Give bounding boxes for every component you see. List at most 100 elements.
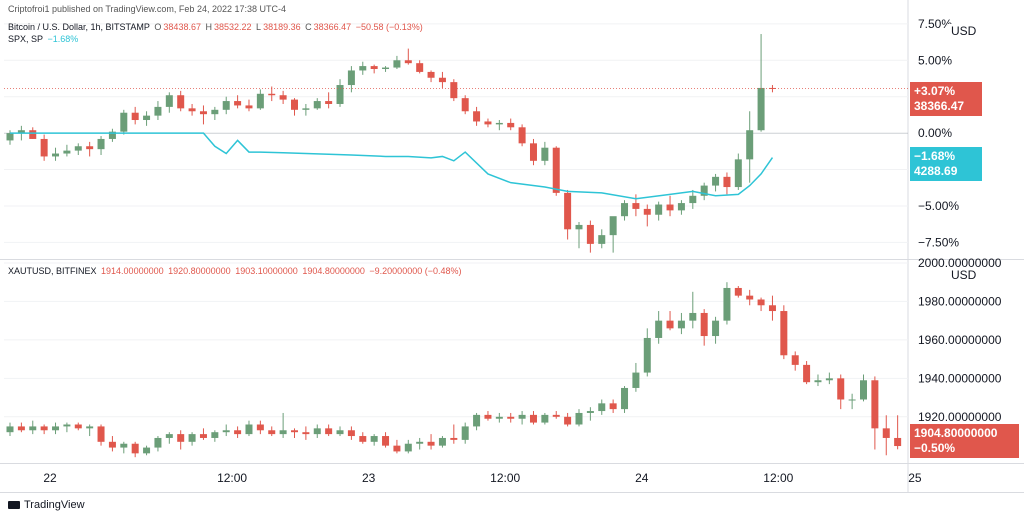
candle-body xyxy=(393,60,401,68)
candle-body xyxy=(609,403,617,410)
xaut-tag-price: 1904.80000000 xyxy=(914,426,998,440)
xaut-high: 1920.80000000 xyxy=(168,266,231,276)
candle-body xyxy=(165,95,173,107)
candle-body xyxy=(52,426,60,431)
candle-body xyxy=(666,204,674,211)
xaut-close: 1904.80000000 xyxy=(302,266,365,276)
candle-body xyxy=(473,111,481,122)
candle-body xyxy=(177,95,185,109)
candle-body xyxy=(507,122,515,128)
candle-body xyxy=(598,235,606,244)
candle-body xyxy=(291,430,298,433)
candle-body xyxy=(279,430,287,435)
top-unit-label: USD xyxy=(948,24,980,38)
btc-high: 38532.22 xyxy=(213,22,252,32)
candle-body xyxy=(882,428,890,438)
candle-body xyxy=(6,426,14,433)
candle-body xyxy=(700,185,708,196)
candle-body xyxy=(245,424,253,435)
candle-body xyxy=(757,299,765,306)
candle-body xyxy=(621,203,629,217)
candle-body xyxy=(723,176,731,188)
candle-body xyxy=(450,82,458,99)
candle-body xyxy=(450,437,458,440)
candle-body xyxy=(712,320,720,337)
candle-body xyxy=(438,77,446,83)
candle-body xyxy=(484,121,492,125)
candle-body xyxy=(495,416,503,419)
candle-body xyxy=(347,430,355,437)
btc-symbol: Bitcoin / U.S. Dollar, 1h, BITSTAMP xyxy=(8,22,150,32)
candle-body xyxy=(689,195,697,204)
candle-body xyxy=(120,112,128,132)
tradingview-logo-icon xyxy=(8,501,20,510)
candle-body xyxy=(632,372,640,388)
candle-body xyxy=(52,153,60,157)
candle-body xyxy=(120,443,128,448)
xaut-tag-pct: −0.50% xyxy=(914,441,956,455)
candle-body xyxy=(347,70,355,86)
candle-body xyxy=(86,146,94,150)
btc-low: 38189.36 xyxy=(263,22,301,32)
y-tick-label: 1940.00000000 xyxy=(918,371,1002,385)
candle-body xyxy=(575,412,583,425)
candle-body xyxy=(17,426,25,431)
candle-body xyxy=(63,424,71,427)
candle-body xyxy=(529,414,537,423)
candle-body xyxy=(689,312,697,321)
y-tick-label: 0.00% xyxy=(918,126,952,140)
candle-body xyxy=(655,320,663,338)
candle-body xyxy=(359,436,367,442)
candle-body xyxy=(586,224,594,244)
btc-change: −50.58 (−0.13%) xyxy=(355,22,423,32)
candle-body xyxy=(325,428,333,435)
candle-body xyxy=(211,109,219,115)
y-tick-label: 1960.00000000 xyxy=(918,333,1002,347)
candle-body xyxy=(552,147,560,193)
tradingview-brand[interactable]: TradingView xyxy=(8,499,85,511)
candle-body xyxy=(188,108,196,112)
btc-price-tag: +3.07% 38366.47 xyxy=(910,82,982,116)
candle-body xyxy=(234,430,242,435)
candle-body xyxy=(143,115,151,121)
candle-body xyxy=(461,98,469,112)
xaut-legend: XAUTUSD, BITFINEX 1914.00000000 1920.800… xyxy=(8,266,463,276)
candle-body xyxy=(165,434,173,438)
candle-body xyxy=(495,122,503,125)
candle-body xyxy=(313,101,321,109)
candle-body xyxy=(131,112,139,121)
y-tick-label: 7.50% xyxy=(918,17,952,31)
candle-body xyxy=(621,387,629,410)
btc-open: 38438.67 xyxy=(163,22,201,32)
y-tick-label: 5.00% xyxy=(918,53,952,67)
candle-body xyxy=(40,138,48,157)
candle-body xyxy=(313,428,321,435)
candle-body xyxy=(427,71,435,78)
candle-body xyxy=(393,445,401,452)
candle-body xyxy=(336,430,344,435)
x-tick-label: 25 xyxy=(908,471,922,485)
candle-body xyxy=(382,436,390,446)
y-tick-label: 1920.00000000 xyxy=(918,410,1002,424)
candle-body xyxy=(734,159,742,188)
candle-body xyxy=(552,414,560,417)
candle-body xyxy=(803,364,811,383)
btc-close: 38366.47 xyxy=(313,22,352,32)
candle-body xyxy=(518,414,526,419)
candle-body xyxy=(757,87,765,131)
candle-body xyxy=(143,447,151,454)
candle-body xyxy=(734,287,742,296)
candle-body xyxy=(677,203,685,211)
candle-body xyxy=(427,441,435,446)
candle-body xyxy=(507,416,515,419)
candle-body xyxy=(404,443,412,452)
candle-body xyxy=(712,176,720,186)
x-tick-label: 12:00 xyxy=(490,471,520,485)
candle-body xyxy=(416,63,424,72)
candle-body xyxy=(564,416,572,425)
btc-tag-price: 38366.47 xyxy=(914,99,965,113)
candle-body xyxy=(154,106,162,116)
candle-body xyxy=(700,312,708,337)
candle-body xyxy=(268,430,276,435)
spx-price-tag: −1.68% 4288.69 xyxy=(910,147,982,181)
